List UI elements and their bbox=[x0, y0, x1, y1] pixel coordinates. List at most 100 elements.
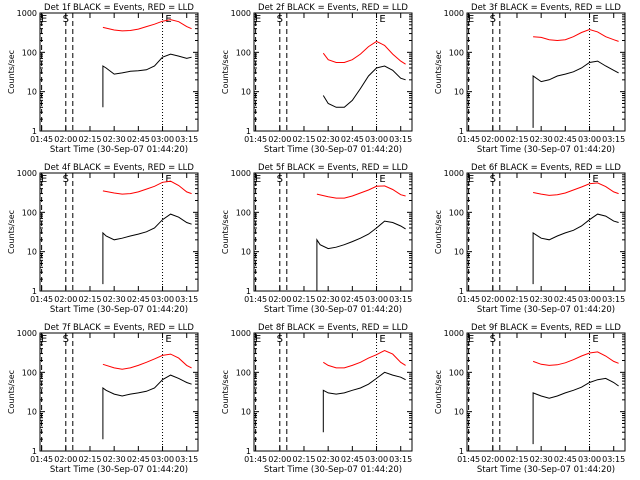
y-tick-label: 1000 bbox=[231, 169, 251, 178]
marker-label: E bbox=[592, 174, 598, 185]
x-tick-label: 02:30 bbox=[530, 135, 553, 144]
y-tick-label: 1 bbox=[246, 447, 251, 456]
x-tick-label: 02:30 bbox=[317, 455, 340, 464]
y-tick-label: 100 bbox=[449, 208, 464, 217]
marker-label: E bbox=[468, 14, 474, 25]
x-tick-label: 03:15 bbox=[175, 295, 198, 304]
panel-title: Det 1f BLACK = Events, RED = LLD bbox=[44, 3, 194, 13]
y-tick-label: 100 bbox=[449, 368, 464, 377]
x-tick-label: 01:45 bbox=[30, 295, 53, 304]
x-tick-label: 02:00 bbox=[268, 295, 291, 304]
series-line-lld bbox=[323, 349, 406, 369]
y-tick-label: 100 bbox=[22, 208, 37, 217]
y-axis-label: Counts/sec bbox=[7, 210, 16, 254]
y-tick-label: 100 bbox=[236, 368, 251, 377]
x-tick-label: 02:00 bbox=[54, 295, 77, 304]
marker-label: E bbox=[41, 334, 47, 345]
x-tick-label: 02:45 bbox=[554, 135, 577, 144]
marker-label: E bbox=[379, 14, 385, 25]
x-tick-label: 03:00 bbox=[578, 295, 601, 304]
plot-frame bbox=[466, 332, 626, 452]
x-tick-label: 03:15 bbox=[389, 455, 412, 464]
y-tick-label: 1000 bbox=[17, 9, 37, 18]
series-line-lld bbox=[533, 182, 619, 196]
marker-label: S bbox=[277, 174, 283, 185]
x-tick-label: 03:00 bbox=[151, 455, 174, 464]
series-line-lld bbox=[316, 185, 406, 199]
y-tick-label: 10 bbox=[454, 408, 464, 417]
marker-label: E bbox=[592, 14, 598, 25]
y-tick-label: 100 bbox=[22, 48, 37, 57]
x-tick-label: 02:30 bbox=[530, 455, 553, 464]
marker-label: E bbox=[468, 174, 474, 185]
x-tick-label: 02:15 bbox=[292, 455, 315, 464]
y-tick-label: 1000 bbox=[444, 169, 464, 178]
marker-label: E bbox=[379, 174, 385, 185]
y-tick-label: 1000 bbox=[17, 169, 37, 178]
x-tick-label: 02:30 bbox=[103, 135, 126, 144]
marker-label: S bbox=[63, 14, 69, 25]
x-axis-label: Start Time (30-Sep-07 01:44:20) bbox=[50, 465, 188, 475]
panel-title: Det 8f BLACK = Events, RED = LLD bbox=[258, 323, 408, 333]
x-axis-label: Start Time (30-Sep-07 01:44:20) bbox=[477, 465, 615, 475]
panel-title: Det 9f BLACK = Events, RED = LLD bbox=[471, 323, 621, 333]
x-tick-label: 02:00 bbox=[268, 135, 291, 144]
y-tick-label: 1 bbox=[246, 127, 251, 136]
x-tick-label: 02:45 bbox=[127, 455, 150, 464]
y-tick-label: 1000 bbox=[231, 329, 251, 338]
x-axis-label: Start Time (30-Sep-07 01:44:20) bbox=[264, 465, 402, 475]
series-line-lld bbox=[102, 180, 192, 195]
x-axis-label: Start Time (30-Sep-07 01:44:20) bbox=[477, 145, 615, 155]
x-tick-label: 03:15 bbox=[175, 135, 198, 144]
series-line-events bbox=[102, 213, 192, 285]
series-line-events bbox=[102, 374, 192, 440]
x-tick-label: 02:30 bbox=[530, 295, 553, 304]
x-tick-label: 03:15 bbox=[602, 455, 625, 464]
x-tick-label: 03:00 bbox=[578, 135, 601, 144]
marker-label: S bbox=[277, 14, 283, 25]
series-line-events bbox=[322, 65, 406, 108]
x-tick-label: 02:00 bbox=[481, 295, 504, 304]
x-tick-label: 03:15 bbox=[389, 295, 412, 304]
y-tick-label: 10 bbox=[27, 88, 37, 97]
series-line-events bbox=[532, 60, 619, 128]
y-tick-label: 100 bbox=[236, 48, 251, 57]
x-axis-label: Start Time (30-Sep-07 01:44:20) bbox=[264, 305, 402, 315]
y-tick-label: 10 bbox=[241, 88, 251, 97]
y-tick-label: 1 bbox=[459, 127, 464, 136]
x-tick-label: 02:30 bbox=[103, 455, 126, 464]
y-tick-label: 10 bbox=[27, 408, 37, 417]
x-tick-label: 02:45 bbox=[341, 135, 364, 144]
panel-title: Det 2f BLACK = Events, RED = LLD bbox=[258, 3, 408, 13]
y-axis-label: Counts/sec bbox=[221, 370, 230, 414]
x-tick-label: 02:45 bbox=[341, 455, 364, 464]
marker-label: S bbox=[490, 14, 496, 25]
plot-frame bbox=[39, 332, 199, 452]
panel-title: Det 6f BLACK = Events, RED = LLD bbox=[471, 163, 621, 173]
x-tick-label: 02:15 bbox=[292, 135, 315, 144]
y-axis-label: Counts/sec bbox=[7, 50, 16, 94]
y-axis-label: Counts/sec bbox=[221, 210, 230, 254]
y-tick-label: 1 bbox=[246, 287, 251, 296]
x-tick-label: 01:45 bbox=[30, 135, 53, 144]
plot-frame bbox=[253, 332, 413, 452]
x-tick-label: 03:00 bbox=[151, 135, 174, 144]
marker-label: E bbox=[165, 174, 171, 185]
marker-label: S bbox=[63, 334, 69, 345]
x-tick-label: 02:00 bbox=[54, 135, 77, 144]
marker-label: S bbox=[490, 174, 496, 185]
y-axis-label: Counts/sec bbox=[434, 210, 443, 254]
marker-label: E bbox=[255, 174, 261, 185]
x-tick-label: 02:00 bbox=[481, 135, 504, 144]
x-tick-label: 02:15 bbox=[505, 295, 528, 304]
x-tick-label: 02:00 bbox=[268, 455, 291, 464]
y-tick-label: 100 bbox=[22, 368, 37, 377]
plot-frame bbox=[39, 12, 199, 132]
x-tick-label: 02:15 bbox=[292, 295, 315, 304]
